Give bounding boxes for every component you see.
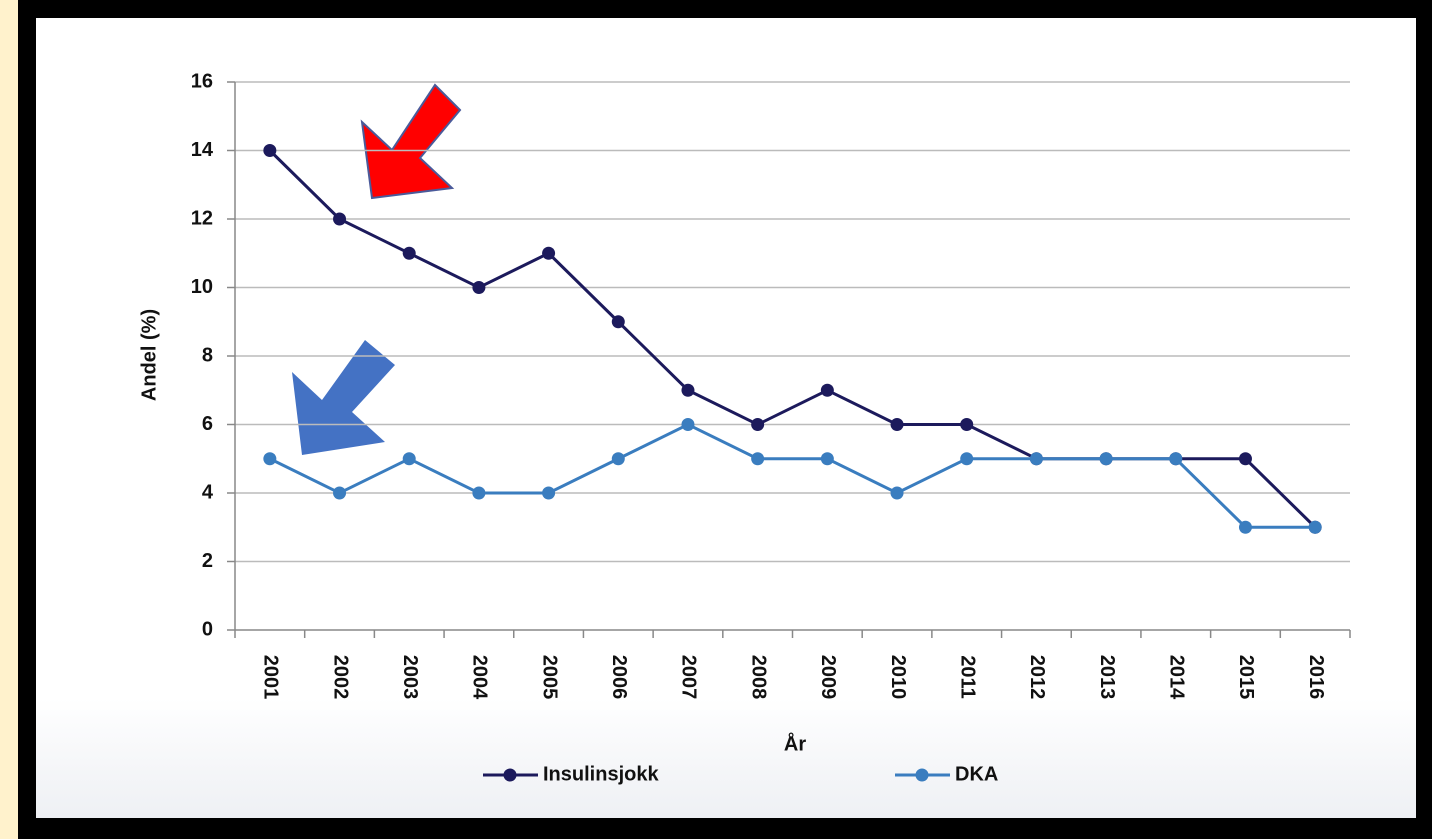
y-tick-label: 14 (191, 139, 214, 161)
x-tick-label: 2011 (956, 655, 978, 698)
point (333, 212, 347, 226)
red-arrow (360, 83, 462, 200)
y-axis-title: Andel (%) (138, 309, 160, 401)
point (960, 452, 974, 466)
y-tick-label: 16 (191, 70, 213, 92)
y-tick-label: 4 (202, 481, 214, 503)
x-tick-label: 2002 (329, 655, 351, 700)
x-tick-label: 2013 (1096, 655, 1118, 700)
point (681, 383, 695, 397)
x-tick-label: 2006 (608, 655, 630, 700)
point (1308, 520, 1322, 534)
series-line (269, 422, 1316, 529)
x-tick-label: 2001 (260, 655, 282, 700)
point (1169, 452, 1183, 466)
legend-marker (503, 768, 517, 782)
x-tick-label: 2014 (1166, 655, 1188, 700)
x-tick-label: 2004 (469, 655, 491, 700)
x-tick-label: 2012 (1026, 655, 1048, 700)
x-tick-label: 2015 (1235, 655, 1257, 700)
y-tick-label: 6 (202, 413, 213, 435)
point (820, 452, 834, 466)
point (751, 418, 765, 431)
point (1238, 520, 1252, 534)
x-tick-label: 2007 (678, 655, 700, 700)
point (263, 452, 277, 466)
y-tick-label: 0 (202, 618, 213, 640)
x-tick-label: 2005 (538, 655, 560, 700)
x-tick-label: 2008 (747, 655, 769, 700)
point (1099, 452, 1113, 466)
point (890, 418, 904, 431)
point (333, 486, 347, 500)
y-tick-label: 12 (191, 207, 213, 229)
point (681, 418, 695, 431)
chart-area (36, 18, 1416, 818)
legend-label: Insulinsjokk (543, 763, 659, 785)
blue-arrow (292, 340, 395, 455)
x-tick-label: 2010 (887, 655, 909, 700)
point (751, 452, 765, 466)
point (1238, 452, 1252, 466)
point (263, 144, 277, 157)
legend-label: DKA (955, 763, 998, 785)
x-tick-label: 2016 (1305, 655, 1327, 700)
point (542, 486, 556, 500)
x-axis-title: År (784, 731, 806, 755)
point (820, 383, 834, 397)
point (472, 281, 486, 294)
point (472, 486, 486, 500)
point (542, 246, 556, 260)
x-tick-label: 2003 (399, 655, 421, 700)
point (402, 246, 416, 260)
point (611, 452, 625, 466)
point (611, 315, 625, 329)
point (1029, 452, 1043, 466)
point (890, 486, 904, 500)
y-tick-label: 10 (191, 276, 213, 298)
point (402, 452, 416, 466)
x-tick-label: 2009 (817, 655, 839, 700)
point (960, 418, 974, 431)
legend-marker (915, 768, 929, 782)
y-tick-label: 2 (202, 550, 213, 572)
y-tick-label: 8 (202, 344, 213, 366)
